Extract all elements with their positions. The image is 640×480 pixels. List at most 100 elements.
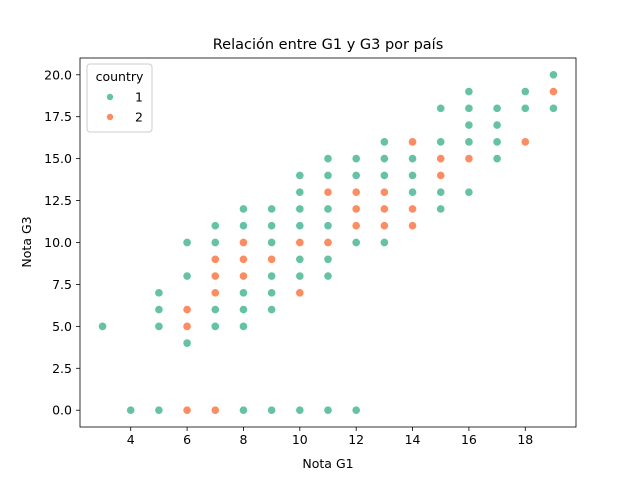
y-axis-ticks: 0.0 2.5 5.0 7.5 10.0 12.5 15.0 17.5 20.0 — [44, 67, 80, 418]
data-point-series-1 — [238, 288, 249, 298]
legend-marker-series-2 — [106, 113, 114, 121]
data-point-series-1 — [351, 154, 361, 164]
data-point-series-1 — [267, 405, 277, 415]
data-point-series-1 — [154, 288, 164, 298]
data-point-series-1 — [323, 221, 333, 231]
data-point-series-2 — [182, 405, 192, 415]
legend: country 1 2 — [86, 63, 153, 133]
x-tick-label: 8 — [239, 432, 247, 447]
data-point-series-2 — [210, 271, 220, 281]
data-point-series-1 — [436, 137, 446, 147]
data-point-series-1 — [379, 237, 389, 248]
data-point-series-1 — [295, 405, 305, 415]
legend-label-series-1: 1 — [135, 90, 143, 105]
data-point-series-1 — [182, 271, 192, 281]
data-point-series-2 — [238, 271, 249, 281]
data-point-series-1 — [351, 170, 361, 180]
y-tick-label: 15.0 — [44, 151, 72, 166]
data-point-series-1 — [548, 103, 559, 113]
y-tick-label: 0.0 — [52, 403, 72, 418]
data-point-series-1 — [351, 405, 361, 415]
data-point-series-2 — [238, 237, 249, 248]
data-point-series-1 — [295, 170, 305, 180]
x-tick-label: 18 — [517, 432, 533, 447]
data-point-series-1 — [154, 405, 164, 415]
chart-title: Relación entre G1 y G3 por país — [213, 37, 444, 53]
plot-area — [79, 57, 577, 428]
data-point-series-2 — [351, 221, 361, 231]
data-point-series-2 — [295, 288, 305, 298]
data-point-series-1 — [548, 70, 559, 80]
data-point-series-2 — [295, 237, 305, 248]
data-point-series-1 — [295, 221, 305, 231]
data-point-series-2 — [379, 221, 389, 231]
data-point-series-1 — [464, 187, 474, 197]
data-point-series-1 — [323, 204, 333, 214]
data-point-series-1 — [210, 305, 220, 315]
data-point-series-2 — [520, 137, 530, 147]
data-point-series-1 — [520, 103, 530, 113]
data-point-series-1 — [182, 338, 192, 348]
data-point-series-2 — [210, 405, 220, 415]
data-point-series-1 — [210, 237, 220, 248]
data-point-series-2 — [379, 187, 389, 197]
data-point-series-1 — [407, 187, 418, 197]
data-point-series-1 — [379, 137, 389, 147]
y-tick-label: 17.5 — [44, 109, 72, 124]
data-point-series-1 — [126, 405, 136, 415]
data-point-series-1 — [154, 321, 164, 331]
data-point-series-2 — [351, 187, 361, 197]
data-point-series-2 — [182, 321, 192, 331]
data-point-series-1 — [97, 321, 108, 331]
data-point-series-1 — [436, 103, 446, 113]
legend-label-series-2: 2 — [135, 110, 143, 125]
data-point-series-1 — [407, 154, 418, 164]
x-tick-label: 14 — [405, 432, 421, 447]
x-tick-label: 6 — [183, 432, 191, 447]
data-point-series-1 — [267, 271, 277, 281]
y-tick-label: 7.5 — [52, 277, 72, 292]
data-point-series-1 — [492, 154, 502, 164]
data-point-series-2 — [351, 204, 361, 214]
data-point-series-1 — [323, 271, 333, 281]
data-point-series-2 — [323, 237, 333, 248]
data-point-series-1 — [267, 221, 277, 231]
data-point-series-1 — [295, 271, 305, 281]
y-axis-label: Nota G3 — [19, 216, 34, 267]
data-point-series-2 — [548, 86, 559, 97]
y-tick-label: 20.0 — [44, 67, 72, 82]
data-point-series-2 — [182, 305, 192, 315]
x-tick-label: 4 — [127, 432, 135, 447]
y-tick-label: 2.5 — [52, 361, 72, 376]
legend-box — [86, 63, 153, 133]
data-point-series-2 — [436, 170, 446, 180]
data-point-series-1 — [351, 237, 361, 248]
data-point-series-1 — [267, 288, 277, 298]
data-point-series-1 — [492, 137, 502, 147]
data-points — [97, 70, 559, 415]
x-axis-ticks: 4 6 8 10 12 14 16 18 — [127, 427, 533, 447]
legend-marker-series-1 — [106, 93, 114, 101]
data-point-series-1 — [492, 103, 502, 113]
x-tick-label: 10 — [292, 432, 308, 447]
data-point-series-2 — [407, 137, 418, 147]
data-point-series-1 — [379, 170, 389, 180]
data-point-series-1 — [323, 254, 333, 264]
data-point-series-1 — [210, 321, 220, 331]
data-point-series-1 — [238, 321, 249, 331]
data-point-series-1 — [379, 154, 389, 164]
data-point-series-2 — [407, 204, 418, 214]
data-point-series-1 — [267, 204, 277, 214]
data-point-series-2 — [210, 288, 220, 298]
data-point-series-1 — [464, 86, 474, 97]
data-point-series-1 — [295, 187, 305, 197]
data-point-series-1 — [492, 120, 502, 130]
y-tick-label: 5.0 — [52, 319, 72, 334]
data-point-series-1 — [464, 120, 474, 130]
data-point-series-1 — [238, 221, 249, 231]
x-axis-label: Nota G1 — [302, 456, 353, 471]
data-point-series-2 — [238, 254, 249, 264]
data-point-series-1 — [407, 170, 418, 180]
data-point-series-1 — [436, 204, 446, 214]
